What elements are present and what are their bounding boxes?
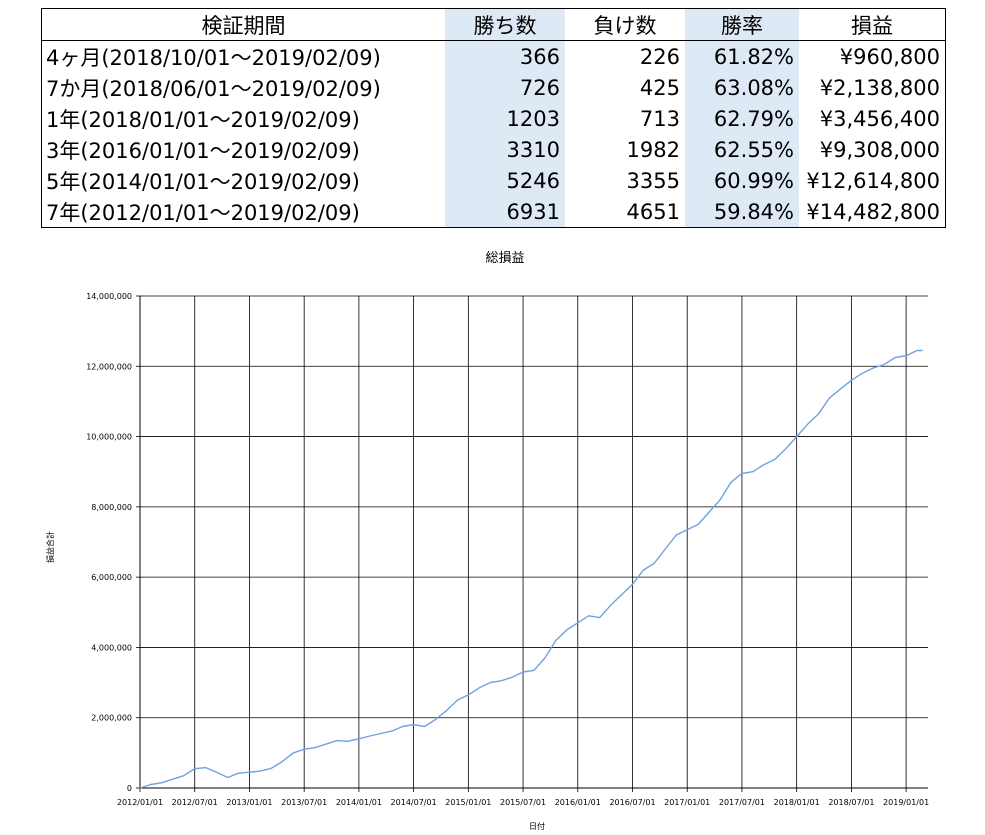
- series-line: [139, 349, 923, 789]
- axis-ticks: [136, 295, 907, 792]
- cell-profit: ¥2,138,800: [819, 75, 940, 100]
- x-tick-label: 2014/01/01: [336, 798, 382, 807]
- y-tick-label: 2,000,000: [91, 714, 132, 723]
- cell-profit: ¥12,614,800: [806, 168, 940, 193]
- table-row: 4ヶ月(2018/10/01～2019/02/09) 366 226 61.82…: [42, 40, 946, 72]
- cell-profit: ¥3,456,400: [819, 106, 940, 131]
- x-tick-label: 2016/01/01: [555, 798, 601, 807]
- x-tick-label: 2018/07/01: [828, 798, 874, 807]
- header-losses: 負け数: [565, 8, 685, 41]
- cell-win-rate: 62.55%: [685, 134, 799, 165]
- x-tick-label: 2012/07/01: [172, 798, 218, 807]
- cell-wins: 5246: [445, 165, 565, 196]
- y-tick-label: 0: [127, 784, 132, 793]
- cell-period: 7年(2012/01/01～2019/02/09): [46, 200, 360, 225]
- cell-profit: ¥960,800: [839, 44, 940, 69]
- header-period: 検証期間: [41, 8, 445, 41]
- cell-wins: 1203: [445, 103, 565, 134]
- table-row: 1年(2018/01/01～2019/02/09) 1203 713 62.79…: [42, 103, 946, 134]
- stats-table: 検証期間 勝ち数 負け数 勝率 損益 4ヶ月(2018/10/01～2019/0…: [41, 8, 946, 228]
- cell-period: 7か月(2018/06/01～2019/02/09): [46, 76, 381, 101]
- cell-profit: ¥14,482,800: [806, 199, 940, 224]
- table-row: 7か月(2018/06/01～2019/02/09) 726 425 63.08…: [42, 72, 946, 103]
- cell-period: 5年(2014/01/01～2019/02/09): [46, 169, 360, 194]
- cell-win-rate: 62.79%: [685, 103, 799, 134]
- chart-title: 総損益: [485, 251, 524, 266]
- y-axis-label: 損益合計: [45, 531, 55, 563]
- cell-win-rate: 63.08%: [685, 72, 799, 103]
- x-tick-label: 2015/07/01: [500, 798, 546, 807]
- y-tick-label: 8,000,000: [91, 503, 132, 512]
- y-tick-label: 4,000,000: [91, 643, 132, 652]
- cell-period: 4ヶ月(2018/10/01～2019/02/09): [46, 45, 381, 70]
- header-wins: 勝ち数: [445, 8, 565, 41]
- cell-wins: 6931: [445, 196, 565, 228]
- cell-win-rate: 60.99%: [685, 165, 799, 196]
- y-tick-label: 6,000,000: [91, 573, 132, 582]
- cell-losses: 226: [639, 44, 680, 69]
- y-tick-label: 14,000,000: [86, 292, 132, 301]
- cell-losses: 425: [639, 75, 680, 100]
- series-layer: [139, 349, 923, 789]
- table-row: 7年(2012/01/01～2019/02/09) 6931 4651 59.8…: [42, 196, 946, 228]
- cell-losses: 3355: [626, 168, 680, 193]
- y-tick-label: 10,000,000: [86, 433, 132, 442]
- grid-lines: [139, 295, 928, 789]
- header-win-rate: 勝率: [685, 8, 799, 41]
- table-header-row: 検証期間 勝ち数 負け数 勝率 損益: [41, 8, 946, 41]
- x-tick-label: 2013/07/01: [281, 798, 327, 807]
- cell-wins: 3310: [445, 134, 565, 165]
- cell-win-rate: 61.82%: [685, 40, 799, 72]
- x-tick-label: 2013/01/01: [226, 798, 272, 807]
- x-tick-label: 2017/01/01: [664, 798, 710, 807]
- x-tick-label: 2017/07/01: [719, 798, 765, 807]
- profit-line-chart: 総損益 0 2,000,000 4,000,000 6,000,000 8,000,00…: [45, 251, 929, 831]
- cell-losses: 4651: [626, 199, 680, 224]
- x-tick-label: 2014/07/01: [391, 798, 437, 807]
- x-tick-label: 2015/01/01: [445, 798, 491, 807]
- table-row: 5年(2014/01/01～2019/02/09) 5246 3355 60.9…: [42, 165, 946, 196]
- x-tick-label: 2012/01/01: [117, 798, 163, 807]
- cell-period: 3年(2016/01/01～2019/02/09): [46, 138, 360, 163]
- cell-period: 1年(2018/01/01～2019/02/09): [46, 107, 360, 132]
- cell-wins: 366: [445, 40, 565, 72]
- cell-profit: ¥9,308,000: [819, 137, 940, 162]
- table-row: 3年(2016/01/01～2019/02/09) 3310 1982 62.5…: [42, 134, 946, 165]
- x-tick-label: 2018/01/01: [774, 798, 820, 807]
- x-axis-label: 日付: [529, 821, 545, 831]
- cell-wins: 726: [445, 72, 565, 103]
- tick-labels: 0 2,000,000 4,000,000 6,000,000 8,000,000 10,…: [86, 292, 929, 807]
- x-tick-label: 2019/01/01: [883, 798, 929, 807]
- x-tick-label: 2016/07/01: [609, 798, 655, 807]
- header-profit: 損益: [799, 8, 946, 41]
- y-tick-label: 12,000,000: [86, 362, 132, 371]
- cell-losses: 713: [639, 106, 680, 131]
- cell-win-rate: 59.84%: [685, 196, 799, 228]
- cell-losses: 1982: [626, 137, 680, 162]
